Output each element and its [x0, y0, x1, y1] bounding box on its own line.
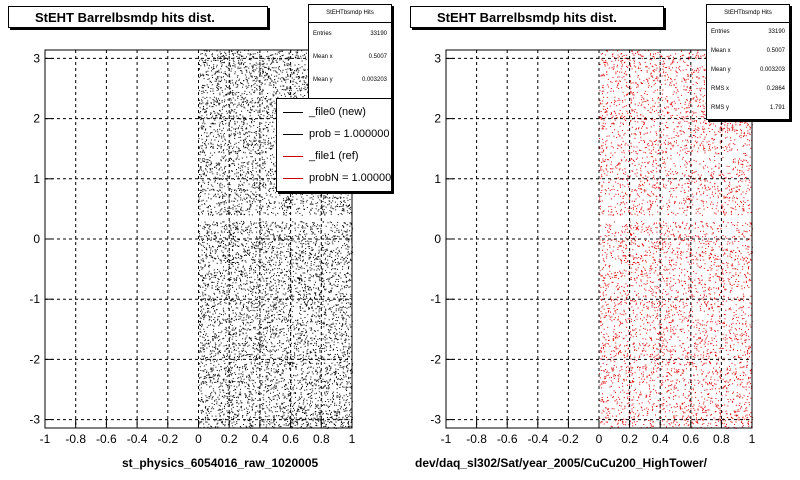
stats-value: 33190 [768, 29, 785, 35]
x-tick-label: 0.6 [682, 432, 699, 446]
legend-swatch [283, 178, 303, 179]
stats-box-left: StEHTbsmdp Hits Entries 33190 Mean x 0.5007… [308, 4, 392, 116]
x-tick-label: -0.4 [527, 432, 548, 446]
x-tick-label: 0.4 [252, 432, 269, 446]
stats-label: Mean x [711, 48, 731, 54]
stats-label: RMS x [711, 86, 729, 92]
x-tick-label: 0.2 [221, 432, 238, 446]
y-tick-label: -3 [430, 413, 441, 427]
x-tick-label: 0.8 [313, 432, 330, 446]
stats-value: 0.003203 [361, 77, 387, 83]
x-tick-label: -0.2 [558, 432, 579, 446]
y-tick-label: -2 [430, 352, 441, 366]
x-tick-label: -0.4 [127, 432, 148, 446]
stats-value: 0.5007 [368, 54, 387, 60]
x-tick-label: -0.8 [65, 432, 86, 446]
y-tick-label: 3 [434, 51, 441, 65]
x-tick-label: 0 [195, 432, 202, 446]
plot-panel-0: -1 -0.8 -0.6 -0.4 -0.2 0 0.2 0.4 0.6 0.8 1 -3 -2 -1 0 1… [29, 49, 356, 446]
x-tick-label: 0.8 [713, 432, 730, 446]
legend-label: _file1 (ref) [309, 150, 359, 162]
y-tick-label: 1 [33, 172, 40, 186]
stats-row: Mean x 0.5007 [707, 42, 789, 61]
stats-row: RMS y 1.791 [707, 99, 789, 118]
stats-row: Entries 33190 [707, 23, 789, 42]
stats-row: Mean y 0.003203 [309, 69, 391, 92]
x-tick-label: 0.6 [282, 432, 299, 446]
x-tick-label: -1 [441, 432, 452, 446]
stats-label: RMS y [711, 105, 729, 111]
y-tick-label: 3 [33, 51, 40, 65]
chart-title-right: StEHT Barrelbsmdp hits dist. [410, 6, 664, 28]
x-tick-label: 0 [596, 432, 603, 446]
x-tick-label: -1 [40, 432, 51, 446]
y-tick-label: -1 [29, 292, 40, 306]
plot-panel-1: -1 -0.8 -0.6 -0.4 -0.2 0 0.2 0.4 0.6 0.8 1 -3 -2 -1 0 1… [430, 49, 756, 446]
x-tick-label: 0.2 [621, 432, 638, 446]
y-tick-label: -2 [29, 352, 40, 366]
x-tick-label: 1 [349, 432, 356, 446]
stats-row: Mean x 0.5007 [309, 46, 391, 69]
x-caption-right: dev/daq_sl302/Sat/year_2005/CuCu200_High… [415, 456, 707, 470]
stats-header: StEHTbsmdp Hits [309, 5, 391, 23]
y-tick-label: 1 [434, 172, 441, 186]
legend-label: prob = 1.000000 [309, 128, 390, 140]
stats-row: RMS x 0.2864 [707, 80, 789, 99]
y-tick-label: -3 [29, 413, 40, 427]
legend-label: _file0 (new) [309, 106, 366, 118]
x-tick-label: 0.4 [652, 432, 669, 446]
y-tick-label: 0 [33, 232, 40, 246]
grid-lines [446, 50, 752, 428]
stats-label: Mean y [711, 67, 731, 73]
stats-value: 0.2864 [766, 86, 785, 92]
x-tick-label: 1 [749, 432, 756, 446]
legend-label: probN = 1.000000 [309, 172, 392, 184]
stats-row: Entries 33190 [309, 23, 391, 46]
y-tick-label: 0 [434, 232, 441, 246]
stats-header: StEHTbsmdp Hits [707, 5, 789, 23]
stats-value: 33190 [370, 31, 387, 37]
y-tick-label: 2 [33, 112, 40, 126]
x-tick-label: -0.6 [96, 432, 117, 446]
legend-swatch [283, 156, 303, 157]
x-tick-label: -0.2 [157, 432, 178, 446]
stats-value: 1.791 [769, 105, 785, 111]
chart-title-left: StEHT Barrelbsmdp hits dist. [8, 6, 268, 28]
x-caption-left: st_physics_6054016_raw_1020005 [122, 456, 319, 470]
stats-value: 0.5007 [766, 48, 785, 54]
stats-label: Mean x [313, 54, 333, 60]
legend-entry: _file0 (new) [277, 101, 391, 123]
legend-entry: _file1 (ref) [277, 145, 391, 167]
stats-box-right: StEHTbsmdp Hits Entries 33190 Mean x 0.5007… [706, 4, 790, 120]
stats-label: Entries [313, 31, 332, 37]
legend-swatch [283, 112, 303, 113]
y-tick-label: -1 [430, 292, 441, 306]
stats-label: Entries [711, 29, 730, 35]
legend-entry: probN = 1.000000 [277, 167, 391, 189]
legend-entry: prob = 1.000000 [277, 123, 391, 145]
legend-swatch [283, 134, 303, 135]
stats-row: Mean y 0.003203 [707, 61, 789, 80]
x-tick-label: -0.8 [466, 432, 487, 446]
stats-value: 0.003203 [759, 67, 785, 73]
x-tick-label: -0.6 [497, 432, 518, 446]
y-tick-label: 2 [434, 112, 441, 126]
legend-box: _file0 (new) prob = 1.000000 _file1 (ref) p… [276, 98, 392, 192]
stats-label: Mean y [313, 77, 333, 83]
